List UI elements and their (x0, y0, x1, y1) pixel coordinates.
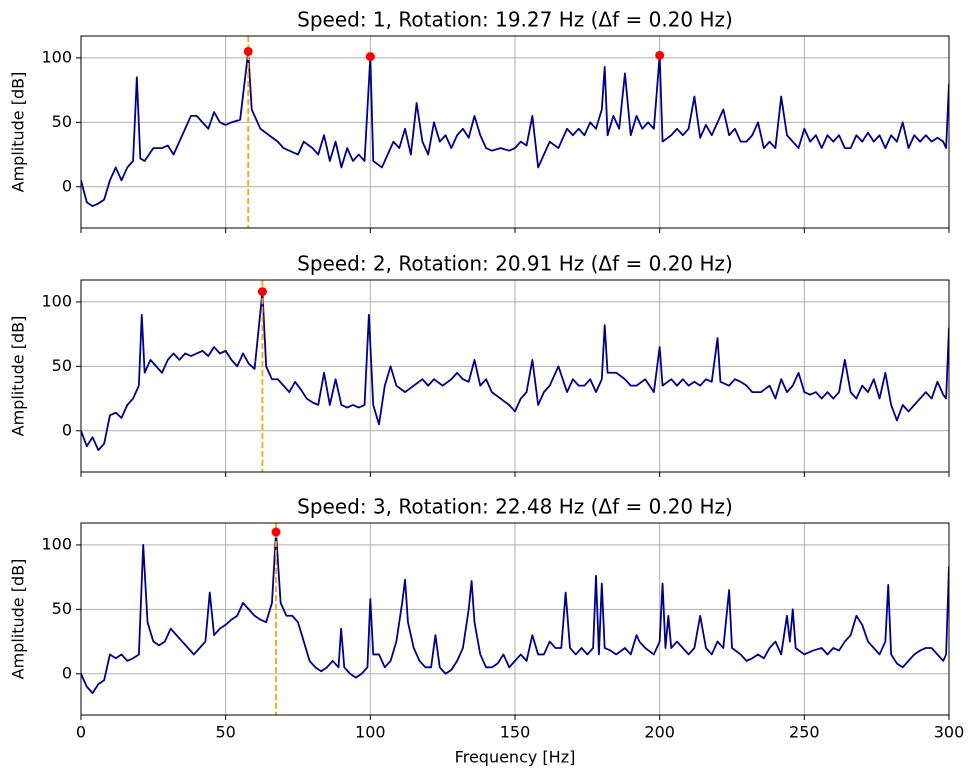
y-tick-label: 50 (52, 356, 72, 375)
y-tick-label: 100 (41, 291, 72, 310)
peak-marker (365, 52, 375, 62)
spectrum-line (81, 290, 949, 451)
y-axis-label: Amplitude [dB] (9, 316, 28, 437)
y-tick-label: 0 (62, 420, 72, 439)
chart-title: Speed: 1, Rotation: 19.27 Hz (Δf = 0.20 … (297, 8, 733, 32)
x-tick-label: 300 (934, 723, 965, 742)
spectrum-line (81, 531, 949, 694)
y-tick-label: 100 (41, 534, 72, 553)
x-tick-label: 0 (76, 723, 86, 742)
y-tick-label: 50 (52, 112, 72, 131)
peak-marker (257, 287, 267, 297)
x-axis-label: Frequency [Hz] (455, 748, 576, 767)
axes-frame (80, 522, 950, 716)
y-tick-label: 50 (52, 599, 72, 618)
axes-frame (80, 279, 950, 473)
y-tick-label: 0 (62, 176, 72, 195)
x-tick-label: 250 (789, 723, 820, 742)
peak-marker (271, 527, 281, 537)
x-tick-label: 150 (500, 723, 531, 742)
x-tick-label: 200 (644, 723, 675, 742)
y-axis-label: Amplitude [dB] (9, 72, 28, 193)
chart-title: Speed: 3, Rotation: 22.48 Hz (Δf = 0.20 … (297, 495, 733, 519)
peak-marker (655, 50, 665, 60)
spectrum-line (81, 50, 949, 207)
y-axis-label: Amplitude [dB] (9, 559, 28, 680)
y-tick-label: 100 (41, 47, 72, 66)
x-tick-label: 100 (355, 723, 386, 742)
y-tick-label: 0 (62, 663, 72, 682)
chart-title: Speed: 2, Rotation: 20.91 Hz (Δf = 0.20 … (297, 252, 733, 276)
peak-marker (243, 46, 253, 56)
axes-frame (80, 35, 950, 229)
x-tick-label: 50 (215, 723, 235, 742)
